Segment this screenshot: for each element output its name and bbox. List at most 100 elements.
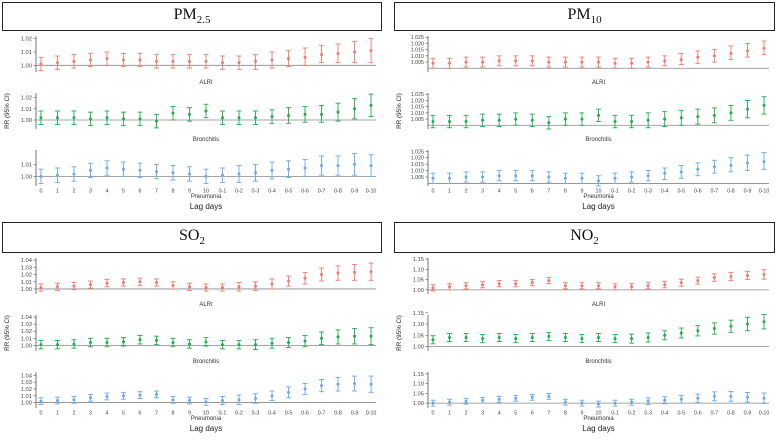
x-tick-label: 0-1: [219, 189, 227, 195]
y-tick-label: 1.025: [411, 92, 424, 98]
data-point: [254, 284, 258, 288]
y-tick-label: 1.00: [21, 287, 32, 293]
chart-svg: 1.00 1.05 1.10 1.15 ALRI 1.00 1.05 1.10 1.15 Bron…: [396, 257, 769, 433]
data-point: [646, 174, 650, 178]
y-tick-label: 1.02: [21, 96, 32, 102]
y-tick-label: 1.00: [21, 118, 32, 124]
data-point: [171, 398, 175, 402]
data-point: [55, 116, 59, 120]
data-point: [679, 397, 683, 401]
data-point: [369, 334, 373, 338]
data-point: [745, 322, 749, 326]
data-point: [221, 116, 225, 120]
data-point: [464, 336, 468, 339]
data-point: [221, 286, 225, 290]
data-point: [39, 174, 43, 178]
y-tick-label: 1.04: [21, 315, 33, 321]
data-point: [254, 171, 258, 175]
data-point: [762, 396, 766, 400]
data-point: [72, 59, 76, 63]
data-point: [679, 116, 683, 120]
panel-label: Pneumonia: [191, 416, 222, 422]
data-point: [762, 46, 766, 50]
y-axis-title: RR (95% CI): [396, 93, 403, 129]
x-tick-label: 8: [564, 411, 567, 417]
panel-label: ALRI: [592, 80, 606, 86]
data-point: [138, 338, 142, 342]
data-point: [72, 116, 76, 120]
data-point: [514, 174, 518, 178]
data-point: [597, 113, 600, 117]
data-point: [303, 276, 307, 280]
x-tick-label: 0-2: [235, 411, 243, 417]
data-point: [696, 329, 700, 333]
data-point: [204, 340, 208, 344]
data-point: [547, 279, 551, 283]
data-point: [270, 394, 274, 398]
data-point: [39, 116, 43, 120]
x-tick-label: 0-3: [644, 189, 652, 195]
data-point: [514, 59, 518, 63]
data-point: [105, 281, 109, 285]
y-tick-label: 1.04: [21, 258, 33, 264]
x-tick-label: 5: [122, 411, 125, 417]
data-point: [187, 172, 191, 176]
data-point: [237, 116, 241, 120]
y-tick-label: 1.005: [411, 175, 424, 181]
y-axis-title: RR (95% CI): [396, 315, 403, 351]
data-point: [613, 337, 617, 341]
data-point: [762, 160, 766, 164]
data-point: [254, 116, 258, 120]
data-point: [39, 62, 43, 66]
data-point: [530, 118, 534, 122]
data-point: [646, 60, 650, 64]
x-tick-label: 0-2: [235, 189, 243, 195]
data-point: [287, 279, 291, 283]
data-point: [336, 110, 340, 114]
x-tick-label: 5: [122, 189, 125, 195]
x-tick-label: 0-6: [694, 189, 702, 195]
data-point: [448, 61, 452, 65]
data-point: [729, 51, 733, 55]
x-tick-label: 0-1: [611, 411, 619, 417]
data-point: [563, 60, 567, 64]
data-point: [663, 59, 667, 63]
data-point: [646, 399, 650, 403]
x-tick-label: 2: [465, 411, 468, 417]
data-point: [646, 336, 650, 339]
panel-label: Pneumonia: [583, 416, 614, 422]
y-tick-label: 1.15: [413, 257, 424, 263]
data-point: [464, 120, 468, 124]
data-point: [547, 121, 551, 125]
data-point: [336, 271, 340, 275]
data-point: [369, 382, 373, 386]
x-tick-label: 0: [431, 189, 434, 195]
x-tick-label: 0-6: [301, 411, 309, 417]
data-point: [663, 398, 667, 402]
data-point: [187, 285, 191, 289]
data-point: [663, 117, 667, 121]
data-point: [254, 343, 258, 347]
quad-header: SO2: [2, 222, 382, 253]
data-point: [630, 285, 634, 289]
x-axis-title: Lag days: [190, 424, 222, 433]
data-point: [547, 334, 551, 338]
y-tick-label: 1.00: [21, 401, 32, 407]
data-point: [613, 401, 617, 405]
data-point: [481, 118, 485, 122]
data-point: [270, 168, 274, 172]
data-point: [580, 60, 584, 64]
data-point: [171, 341, 175, 345]
data-point: [88, 168, 92, 172]
data-point: [237, 398, 241, 402]
x-tick-label: 10: [203, 411, 209, 417]
x-tick-label: 1: [448, 189, 451, 195]
data-point: [171, 283, 175, 287]
x-tick-label: 4: [105, 189, 108, 195]
data-point: [613, 285, 617, 289]
data-point: [336, 335, 340, 339]
x-tick-label: 0-3: [252, 411, 260, 417]
chart-svg: 1.0051.0101.0151.0201.025ALRI1.0051.0101…: [396, 35, 769, 211]
data-point: [514, 337, 518, 341]
quad-pm25: PM2.5 1.00 1.01 1.02 ALRI 1.00 1.01 1.02 Bronch…: [2, 2, 382, 216]
